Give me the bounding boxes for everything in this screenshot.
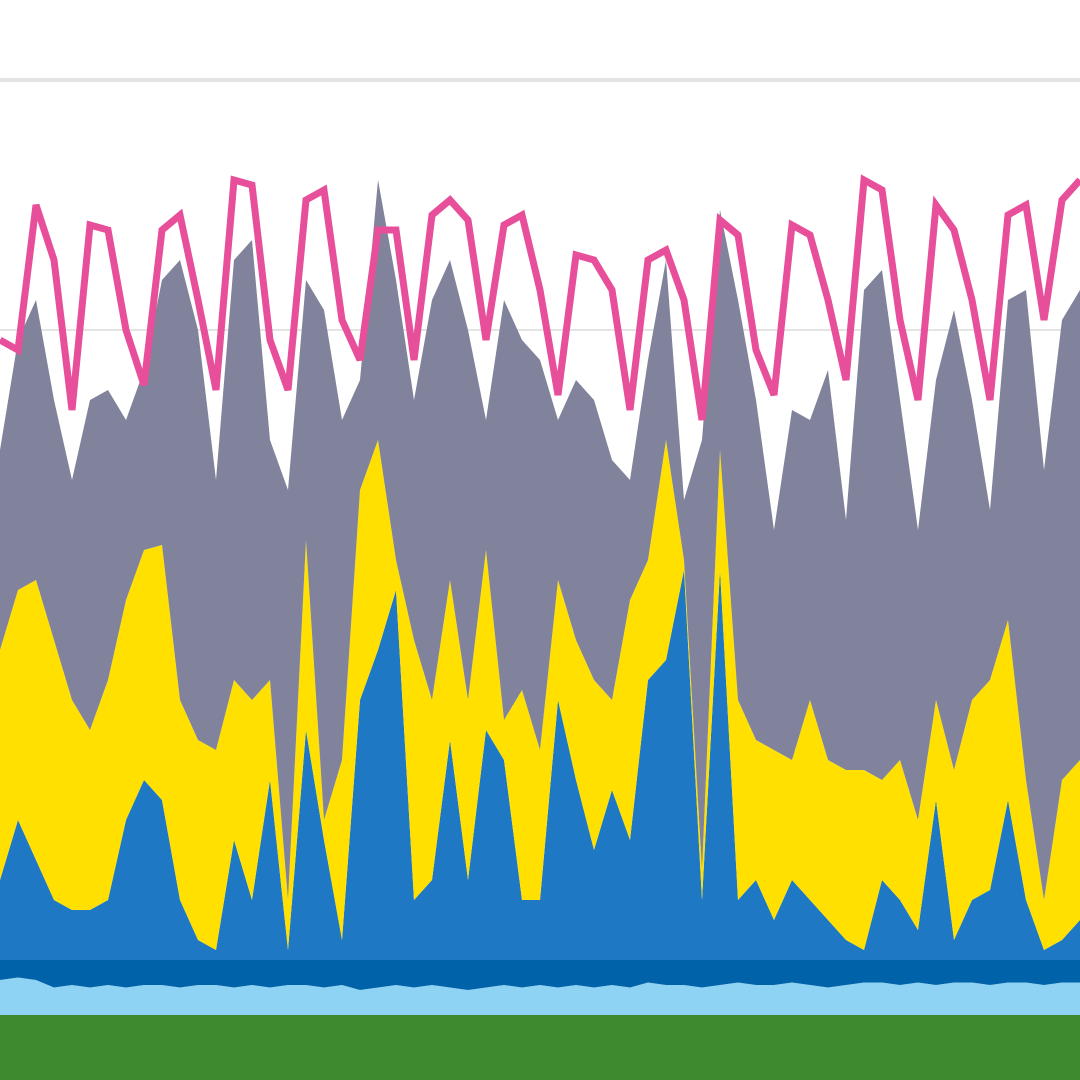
area — [0, 1015, 1080, 1080]
area — [0, 570, 1080, 960]
line — [0, 174, 1080, 421]
area — [0, 180, 1080, 900]
area — [0, 960, 1080, 990]
area — [0, 440, 1080, 950]
area — [0, 977, 1080, 1015]
